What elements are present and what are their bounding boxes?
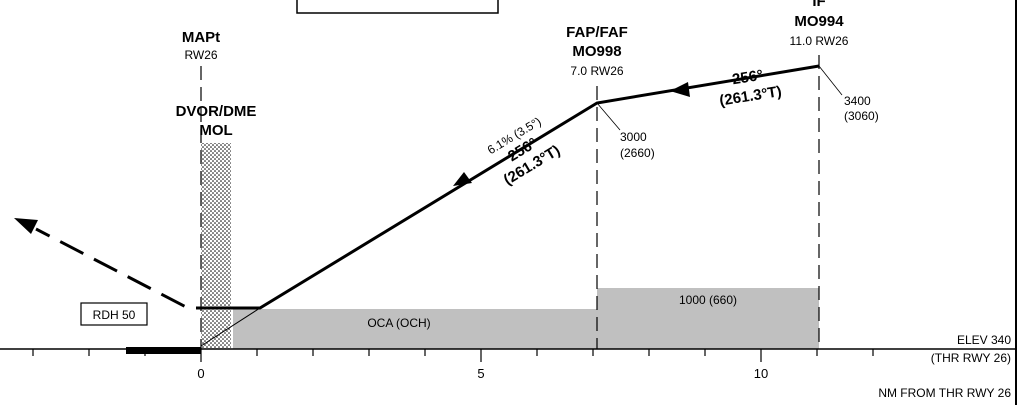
intermediate-minimum-label: 1000 (660) — [679, 293, 737, 307]
intermediate-track-true: (261.3°T) — [718, 83, 783, 110]
faf-name: FAP/FAF — [566, 24, 628, 41]
oca-area — [233, 309, 597, 349]
missed-approach-arrowhead — [14, 218, 38, 234]
intermediate-track-mag: 256° — [731, 67, 764, 89]
ip-alt-leader — [818, 65, 843, 96]
rdh-label: RDH 50 — [93, 308, 136, 322]
approach-path — [201, 64, 820, 310]
navaid-type: DVOR/DME — [176, 103, 257, 120]
final-arrowhead — [453, 172, 472, 186]
oca-label: OCA (OCH) — [367, 316, 430, 330]
axis-label: NM FROM THR RWY 26 — [878, 386, 1011, 400]
top-box — [296, 0, 499, 14]
elev-label: ELEV 340 — [957, 333, 1011, 347]
rdh-box — [80, 302, 148, 326]
ip-name: IF — [812, 0, 825, 10]
navaid-ident: MOL — [199, 122, 232, 139]
faf-dist: 7.0 RW26 — [570, 64, 623, 78]
tick-label-5: 5 — [477, 366, 484, 381]
navaid-stipple — [201, 143, 231, 349]
tick-label-10: 10 — [754, 366, 768, 381]
mapt-dist: RW26 — [184, 48, 217, 62]
ip-height: (3060) — [844, 109, 879, 123]
glide-extension — [200, 307, 261, 347]
ip-ident: MO994 — [794, 13, 844, 30]
faf-height: (2660) — [620, 146, 655, 160]
axis-ticks — [32, 349, 874, 362]
faf-alt-leader — [596, 102, 621, 131]
mapt-name: MAPt — [182, 29, 220, 46]
ip-alt: 3400 — [844, 94, 871, 108]
intermediate-arrowhead — [670, 82, 690, 97]
intermediate-track-group: 256° (261.3°T) — [718, 67, 783, 110]
tick-label-0: 0 — [197, 366, 204, 381]
runway-bar — [126, 347, 201, 354]
faf-ident: MO998 — [572, 43, 621, 60]
thr-ref-label: (THR RWY 26) — [931, 351, 1011, 365]
ip-dist: 11.0 RW26 — [790, 34, 849, 48]
final-track-group: 6.1% (3.5°) 256° (261.3°T) — [485, 114, 563, 189]
intermediate-minimum-area — [597, 288, 819, 349]
faf-alt: 3000 — [620, 130, 647, 144]
